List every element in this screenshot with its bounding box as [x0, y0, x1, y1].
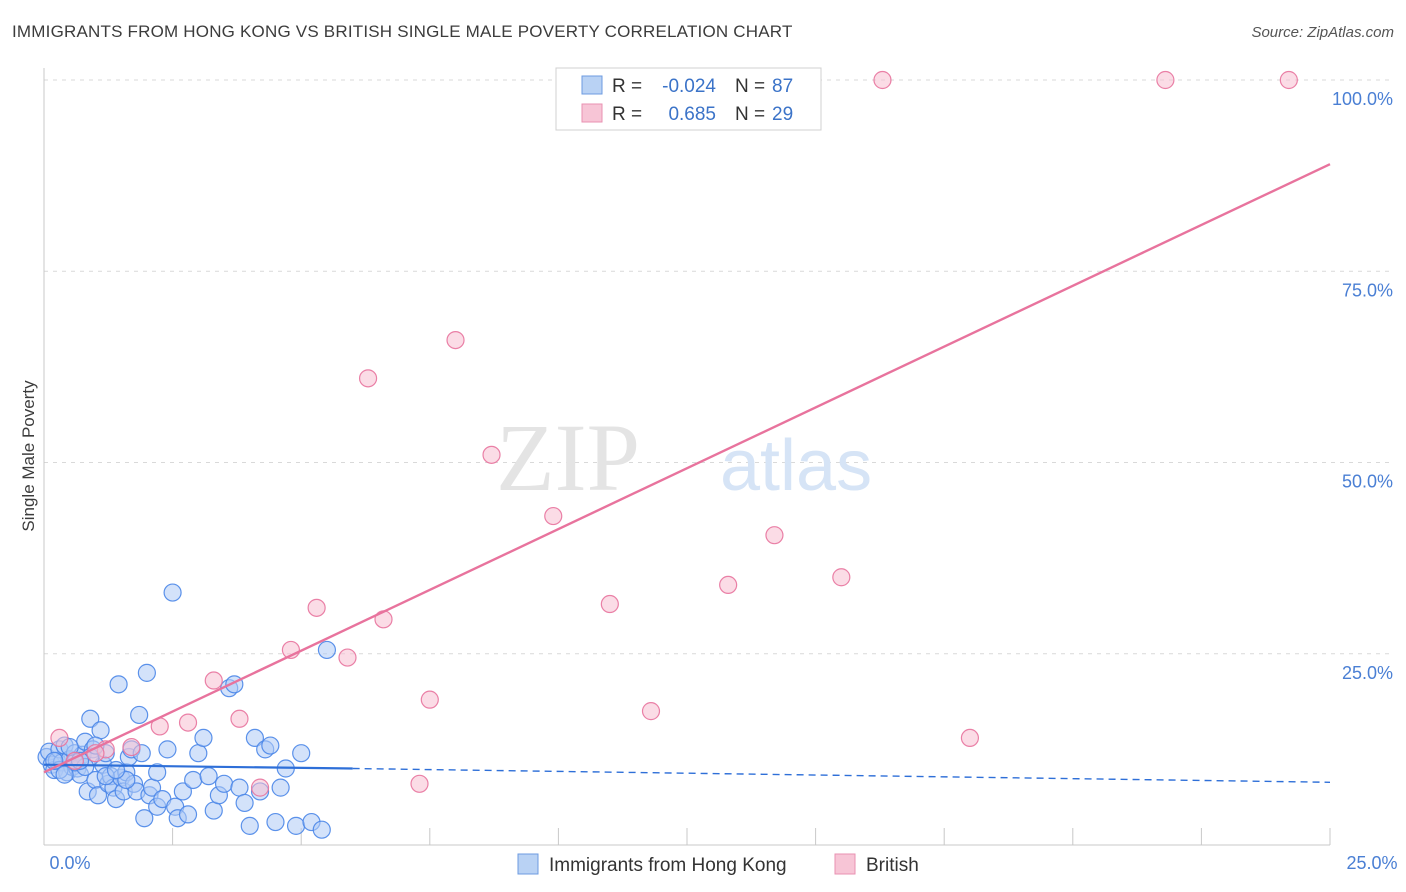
- hong-kong-point-65: [261, 736, 280, 755]
- hong-kong-point-20: [88, 786, 108, 805]
- y-tick-label-50: 50.0%: [1342, 472, 1393, 492]
- british-point-19: [641, 702, 661, 721]
- trend-line-british: [43, 163, 1331, 774]
- chart-title: IMMIGRANTS FROM HONG KONG VS BRITISH SIN…: [12, 22, 793, 41]
- british-point-4: [178, 713, 198, 732]
- y-axis-label: Single Male Poverty: [19, 380, 38, 532]
- hong-kong-point-85: [55, 765, 74, 784]
- bottom-legend-swatch-blue: [517, 853, 539, 875]
- hong-kong-point-49: [178, 805, 198, 824]
- watermark-zip: ZIP: [496, 404, 640, 511]
- legend-swatch-blue: [581, 75, 603, 95]
- hong-kong-point-39: [137, 663, 156, 682]
- trend-line-hong-kong-dashed: [352, 767, 1331, 783]
- hong-kong-point-38: [135, 809, 154, 828]
- hong-kong-point-52: [194, 728, 213, 748]
- british-point-17: [544, 506, 563, 526]
- british-point-7: [250, 778, 270, 797]
- british-point-0: [50, 728, 69, 748]
- series-hong-kong-points: [37, 583, 337, 839]
- hong-kong-point-70: [292, 744, 311, 763]
- hong-kong-point-61: [240, 816, 259, 835]
- y-tick-label-25: 25.0%: [1342, 663, 1393, 683]
- british-point-2: [122, 737, 141, 757]
- british-point-11: [358, 369, 378, 388]
- legend-r-label-1: R =: [612, 76, 642, 97]
- hong-kong-point-84: [106, 760, 126, 780]
- hong-kong-point-73: [317, 640, 337, 660]
- hong-kong-point-69: [286, 816, 306, 835]
- hong-kong-point-56: [214, 774, 234, 793]
- hong-kong-point-62: [245, 728, 265, 748]
- hong-kong-point-79: [148, 763, 167, 782]
- x-tick-label-max: 25.0%: [1346, 853, 1397, 873]
- hong-kong-point-28: [109, 675, 128, 694]
- british-point-6: [230, 709, 249, 728]
- y-tick-label-100: 100.0%: [1332, 89, 1393, 109]
- british-point-9: [307, 598, 326, 617]
- y-tick-label-75: 75.0%: [1342, 280, 1393, 300]
- legend-n-label-1: N =: [735, 76, 765, 97]
- watermark-atlas: atlas: [720, 426, 872, 506]
- british-point-24: [960, 728, 980, 748]
- hong-kong-point-48: [173, 782, 192, 801]
- trend-lines: [43, 163, 1331, 783]
- hong-kong-point-45: [163, 583, 182, 602]
- hong-kong-point-44: [158, 740, 177, 759]
- legend-r-label-2: R =: [612, 104, 642, 125]
- hong-kong-point-66: [266, 812, 285, 832]
- british-point-21: [765, 526, 784, 545]
- british-point-16: [482, 445, 501, 464]
- hong-kong-point-53: [199, 767, 218, 786]
- hong-kong-point-60: [235, 793, 254, 813]
- british-point-25: [1156, 70, 1175, 90]
- y-tick-labels: 25.0% 50.0% 75.0% 100.0%: [1332, 89, 1393, 683]
- british-point-13: [410, 774, 429, 793]
- british-point-14: [420, 690, 439, 709]
- legend-swatch-pink: [581, 103, 603, 123]
- hong-kong-point-59: [230, 778, 249, 797]
- hong-kong-point-67: [271, 778, 290, 797]
- watermark: ZIP atlas: [496, 404, 872, 511]
- legend-n-value-2: 29: [772, 104, 793, 125]
- hong-kong-point-54: [204, 801, 223, 820]
- trend-line-hong-kong-solid: [43, 763, 353, 770]
- series-british-points: [50, 70, 1298, 797]
- hong-kong-point-17: [81, 709, 100, 728]
- hong-kong-point-36: [130, 705, 149, 725]
- british-point-15: [446, 331, 465, 350]
- x-tick-label-min: 0.0%: [49, 853, 90, 873]
- hong-kong-point-50: [184, 770, 203, 790]
- bottom-legend: Immigrants from Hong Kong British: [517, 853, 919, 876]
- british-point-22: [832, 568, 851, 587]
- legend-box: R = -0.024 N = 87 R = 0.685 N = 29: [555, 67, 822, 131]
- legend-n-label-2: N =: [735, 104, 765, 125]
- british-point-10: [338, 648, 357, 667]
- x-ticks: [43, 828, 1331, 845]
- axes: [43, 68, 1330, 846]
- bottom-legend-swatch-pink: [834, 853, 856, 875]
- british-point-23: [873, 70, 892, 90]
- grid-lines: [44, 79, 1392, 655]
- bottom-legend-label-hong-kong: Immigrants from Hong Kong: [549, 855, 787, 876]
- legend-n-value-1: 87: [772, 76, 793, 97]
- hong-kong-point-51: [189, 744, 208, 763]
- hong-kong-point-72: [312, 820, 331, 839]
- british-point-26: [1279, 70, 1298, 90]
- british-point-18: [600, 594, 619, 614]
- bottom-legend-label-british: British: [866, 855, 919, 876]
- british-point-20: [719, 575, 738, 595]
- legend-r-value-2: 0.685: [668, 104, 716, 125]
- legend-r-value-1: -0.024: [662, 76, 716, 97]
- hong-kong-point-21: [91, 721, 110, 740]
- british-point-5: [204, 671, 223, 690]
- chart-source: Source: ZipAtlas.com: [1251, 24, 1394, 41]
